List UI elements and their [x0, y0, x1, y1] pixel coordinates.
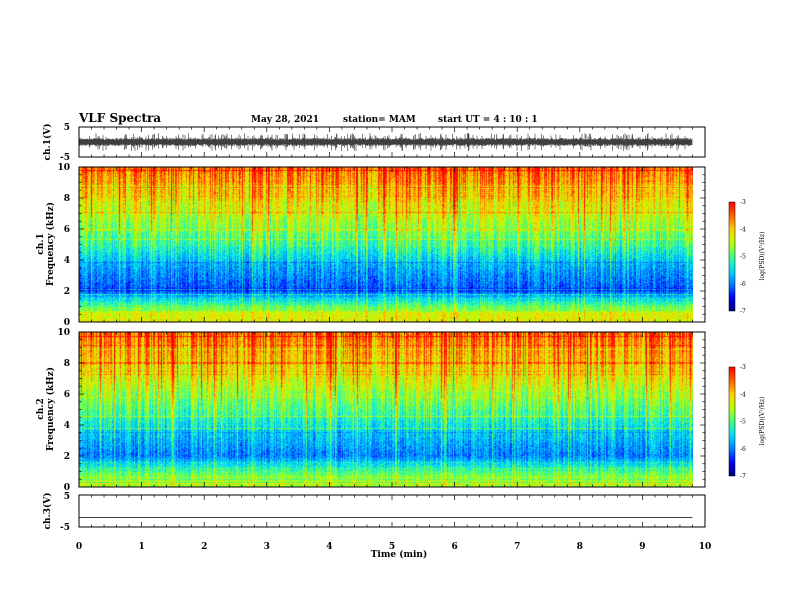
- spectrogram-ch1-panel: 0 2 4 6 8 10 ch.1Frequency (kHz): [36, 163, 706, 328]
- ch1-spectrogram-ylabel: ch.1Frequency (kHz): [36, 202, 56, 286]
- ch1-waveform-ylabel: ch.1(V): [42, 124, 53, 161]
- ch1-ytick-0: 0: [64, 318, 70, 328]
- header-date: May 28, 2021: [251, 115, 319, 125]
- figure-title: VLF Spectra: [78, 111, 161, 125]
- colorbar-tick-label: -7: [740, 308, 746, 315]
- ch2-ytick-0: 0: [64, 483, 70, 493]
- colorbar-tick-label: -6: [740, 446, 746, 453]
- ch1-ytick-10: 10: [57, 163, 70, 173]
- ch2-ytick-6: 6: [64, 390, 70, 400]
- waveform-ch1-line: [78, 133, 693, 151]
- colorbar-ch2-ticks: -3 -4 -5 -6 -7: [740, 364, 746, 480]
- header-start-time: start UT = 4 : 10 : 1: [438, 115, 538, 125]
- ch2-ylabel-channel: ch.2: [36, 398, 46, 419]
- spectrogram-ch2-image: [79, 332, 693, 487]
- x-tick-label: 3: [264, 542, 270, 552]
- x-tick-label: 2: [201, 542, 207, 552]
- colorbar-ch2: -3 -4 -5 -6 -7 log(PSD)(V²/Hz): [728, 364, 766, 480]
- colorbar-tick-label: -6: [740, 281, 746, 288]
- x-tick-label: 9: [639, 542, 645, 552]
- ch3-ytick-top: 5: [64, 492, 70, 502]
- waveform-ch3-panel: 5 -5 ch.3(V): [42, 492, 706, 533]
- ch2-ylabel-frequency: Frequency (kHz): [45, 367, 56, 451]
- x-tick-label: 4: [326, 542, 332, 552]
- colorbar-ch1-label: log(PSD)(V²/Hz): [759, 232, 766, 281]
- x-tick-label: 8: [577, 542, 583, 552]
- colorbar-tick-label: -7: [740, 473, 746, 480]
- ch1-ytick-4: 4: [64, 256, 70, 266]
- colorbar-tick-label: -4: [740, 226, 746, 233]
- x-tick-label: 5: [389, 542, 395, 552]
- colorbar-ch1: -3 -4 -5 -6 -7 log(PSD)(V²/Hz): [728, 199, 766, 315]
- ch2-ytick-2: 2: [64, 452, 70, 462]
- ch3-waveform-ylabel: ch.3(V): [42, 493, 53, 530]
- spectrogram-ch1-image: [79, 167, 693, 322]
- ch2-spectrogram-ylabel: ch.2Frequency (kHz): [36, 367, 56, 451]
- ch1-ylabel-frequency: Frequency (kHz): [45, 202, 56, 286]
- ch1-ytick-bottom: -5: [60, 153, 70, 163]
- colorbar-ch1-ticks: -3 -4 -5 -6 -7: [740, 199, 746, 315]
- ch1-ytick-6: 6: [64, 225, 70, 235]
- colorbar-tick-label: -3: [740, 364, 746, 371]
- header-station: station= MAM: [343, 115, 416, 125]
- colorbar-tick-label: -5: [740, 254, 746, 261]
- x-axis-ticks: [78, 127, 706, 527]
- colorbar-tick-label: -3: [740, 199, 746, 206]
- ch1-ytick-8: 8: [64, 194, 70, 204]
- colorbar-ch2-gradient: [728, 366, 736, 477]
- colorbar-tick-label: -4: [740, 391, 746, 398]
- x-tick-label: 1: [138, 542, 144, 552]
- ch1-ytick-2: 2: [64, 287, 70, 297]
- ch2-ytick-8: 8: [64, 359, 70, 369]
- colorbar-ch1-gradient: [728, 201, 736, 312]
- ch2-ytick-4: 4: [64, 421, 70, 431]
- colorbar-tick-label: -5: [740, 419, 746, 426]
- ch3-ytick-bottom: -5: [60, 523, 70, 533]
- spectrogram-ch2-panel: 0 2 4 6 8 10 ch.2Frequency (kHz): [36, 328, 706, 493]
- x-axis-tick-labels: 0 1 2 3 4 5 6 7 8 9 10: [76, 542, 711, 552]
- x-tick-label: 10: [699, 542, 712, 552]
- x-tick-label: 7: [514, 542, 520, 552]
- ch1-ylabel-channel: ch.1: [36, 233, 46, 254]
- x-tick-label: 0: [76, 542, 82, 552]
- colorbar-ch2-label: log(PSD)(V²/Hz): [759, 397, 766, 446]
- x-axis-label: Time (min): [371, 549, 428, 560]
- ch1-ytick-top: 5: [64, 123, 70, 133]
- ch2-ytick-10: 10: [57, 328, 70, 338]
- x-tick-label: 6: [451, 542, 457, 552]
